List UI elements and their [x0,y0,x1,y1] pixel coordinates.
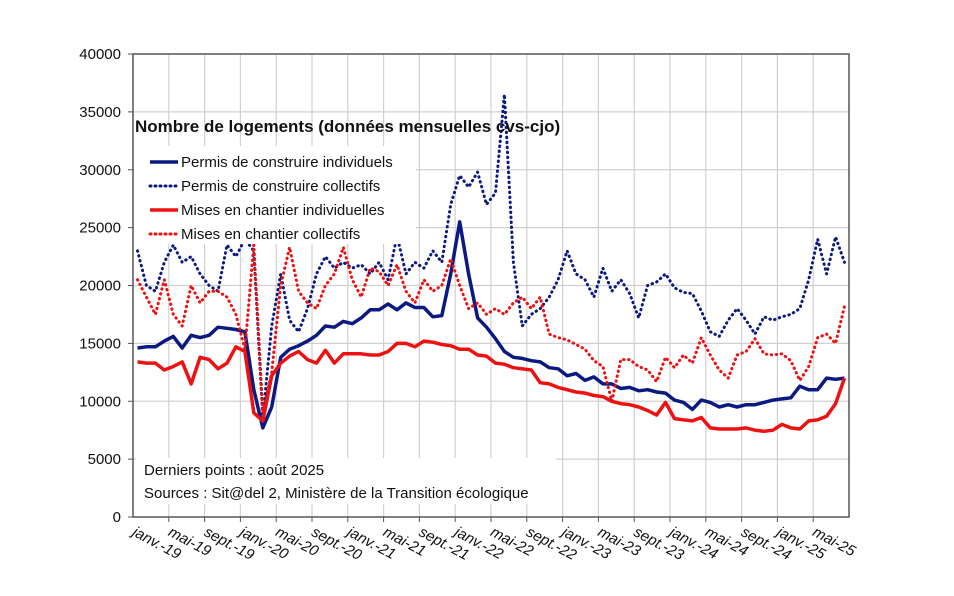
y-tick-label: 10000 [79,393,121,410]
legend-box [134,146,416,244]
legend-item: Mises en chantier individuelles [150,202,384,219]
legend-label: Permis de construire individuels [181,154,393,171]
legend-item: Permis de construire individuels [150,154,393,171]
legend-label: Mises en chantier collectifs [181,226,360,243]
legend-item: Permis de construire collectifs [148,178,380,195]
y-tick-label: 35000 [79,104,121,121]
series-line-3 [137,339,847,434]
y-tick-label: 15000 [79,335,121,352]
y-tick-label: 20000 [79,278,121,295]
y-axis: 0 5000 10000 15000 20000 25000 30000 35000 40000 [79,46,133,526]
y-tick-label: 30000 [79,162,121,179]
y-tick-label: 0 [113,509,121,526]
legend-label: Mises en chantier individuelles [181,202,384,219]
series-group [136,93,847,434]
chart-title: Nombre de logements (données mensuelles … [135,117,560,136]
y-tick-label: 40000 [79,46,121,63]
y-tick-label: 5000 [88,451,121,468]
y-tick-label: 25000 [79,220,121,237]
series-line-4 [136,243,846,415]
last-points-note: Derniers points : août 2025 [144,462,324,479]
legend: Permis de construire individuels Permis … [148,154,393,243]
plot-border [132,53,850,518]
annotation-box [136,458,556,504]
series-line-1 [137,220,845,430]
legend-label: Permis de construire collectifs [181,178,380,195]
legend-item: Mises en chantier collectifs [148,226,360,243]
sources-note: Sources : Sit@del 2, Ministère de la Tra… [144,485,529,502]
